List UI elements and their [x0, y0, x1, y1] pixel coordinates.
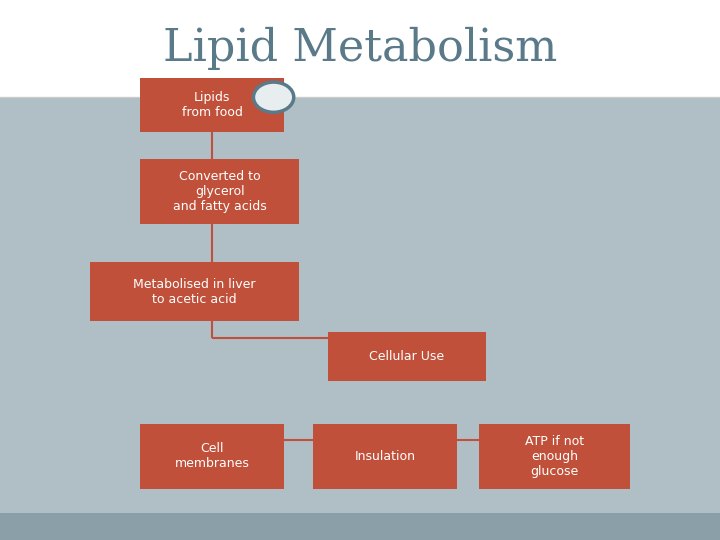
Text: Insulation: Insulation [355, 450, 415, 463]
Text: Cell
membranes: Cell membranes [175, 442, 250, 470]
Text: Metabolised in liver
to acetic acid: Metabolised in liver to acetic acid [133, 278, 256, 306]
FancyBboxPatch shape [90, 262, 299, 321]
Text: ATP if not
enough
glucose: ATP if not enough glucose [525, 435, 584, 478]
FancyBboxPatch shape [140, 159, 299, 224]
Text: Lipids
from food: Lipids from food [182, 91, 243, 119]
FancyBboxPatch shape [328, 332, 486, 381]
FancyBboxPatch shape [0, 513, 720, 540]
Circle shape [253, 82, 294, 112]
FancyBboxPatch shape [140, 78, 284, 132]
Text: Converted to
glycerol
and fatty acids: Converted to glycerol and fatty acids [173, 170, 266, 213]
FancyBboxPatch shape [140, 424, 284, 489]
Text: Cellular Use: Cellular Use [369, 350, 444, 363]
FancyBboxPatch shape [0, 0, 720, 97]
FancyBboxPatch shape [479, 424, 630, 489]
FancyBboxPatch shape [313, 424, 457, 489]
Text: Lipid Metabolism: Lipid Metabolism [163, 27, 557, 70]
